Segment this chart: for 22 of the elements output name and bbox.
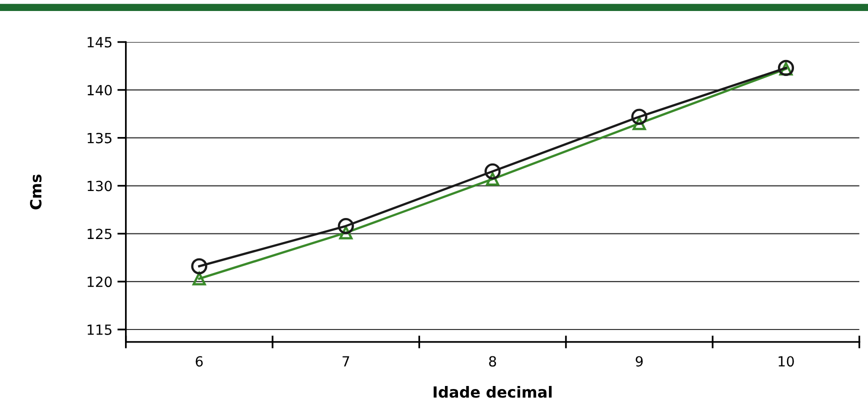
point (632, 116, 646, 130)
point (486, 172, 500, 186)
y-tick-label: 125 (88, 228, 112, 240)
y-tick-label: 130 (88, 180, 112, 192)
y-tick-label: 145 (88, 37, 112, 48)
y-tick-label: 115 (88, 324, 112, 335)
x-tick-label: 7 (342, 356, 350, 366)
y-tick-label: 120 (88, 276, 112, 288)
x-tick-label: 8 (489, 356, 496, 367)
x-tick-label: 6 (196, 356, 203, 367)
point (338, 218, 354, 234)
y-axis-title: Cms (30, 174, 42, 210)
point (339, 226, 353, 240)
x-tick-label: 10 (778, 356, 794, 367)
x-tick-label: 9 (636, 356, 643, 367)
point (191, 258, 208, 274)
point (484, 163, 501, 180)
point (192, 272, 206, 286)
x-axis-title: Idade decimal (434, 386, 552, 398)
point (631, 108, 648, 125)
y-tick-label: 140 (88, 84, 112, 96)
y-tick-label: 135 (88, 132, 112, 144)
